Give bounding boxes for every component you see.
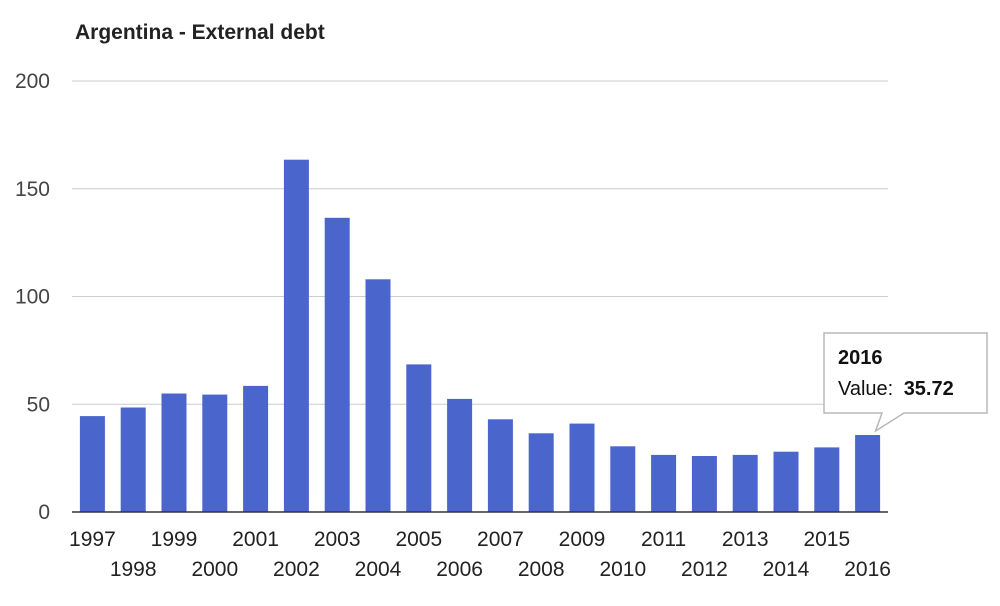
x-tick-label-1997: 1997 xyxy=(69,528,116,551)
y-tick-label: 50 xyxy=(27,393,50,416)
tooltip: 2016 Value: 35.72 xyxy=(823,332,988,433)
bar-2007[interactable] xyxy=(487,419,513,512)
x-tick-label-2013: 2013 xyxy=(722,528,769,551)
bar-2000[interactable] xyxy=(202,394,228,512)
x-tick-label-1998: 1998 xyxy=(110,558,157,581)
tooltip-value-label: Value: xyxy=(838,378,893,400)
bar-2002[interactable] xyxy=(283,159,309,512)
gridlines xyxy=(72,80,888,405)
bar-2010[interactable] xyxy=(610,446,636,512)
bar-2006[interactable] xyxy=(447,398,473,512)
x-tick-label-2003: 2003 xyxy=(314,528,361,551)
x-tick-label-2006: 2006 xyxy=(436,558,483,581)
x-tick-label-2008: 2008 xyxy=(518,558,565,581)
x-tick-label-2012: 2012 xyxy=(681,558,728,581)
x-tick-label-2001: 2001 xyxy=(232,528,279,551)
x-tick-label-2014: 2014 xyxy=(763,558,810,581)
x-tick-label-2000: 2000 xyxy=(191,558,238,581)
bar-2014[interactable] xyxy=(773,451,799,512)
y-tick-label: 150 xyxy=(15,178,50,201)
bars xyxy=(79,159,881,513)
bar-2005[interactable] xyxy=(406,364,432,512)
x-tick-label-2009: 2009 xyxy=(559,528,606,551)
y-tick-label: 200 xyxy=(15,70,50,93)
x-tick-label-2007: 2007 xyxy=(477,528,524,551)
bar-2016[interactable] xyxy=(855,435,881,512)
tooltip-category: 2016 xyxy=(838,347,883,369)
bar-2008[interactable] xyxy=(528,433,554,512)
x-axis-tick-labels: 1997 1998 1999 2000 2001 2002 2003 2004 2005 2006… xyxy=(69,528,891,581)
x-tick-label-1999: 1999 xyxy=(151,528,198,551)
y-axis-tick-labels: 0 50 100 150 200 xyxy=(15,70,50,524)
bar-2012[interactable] xyxy=(691,456,717,512)
x-tick-label-2002: 2002 xyxy=(273,558,320,581)
bar-2009[interactable] xyxy=(569,423,595,512)
x-tick-label-2004: 2004 xyxy=(355,558,402,581)
bar-1998[interactable] xyxy=(120,407,146,513)
tooltip-value: 35.72 xyxy=(904,378,954,400)
tooltip-value-line: Value: 35.72 xyxy=(838,378,954,400)
tooltip-box xyxy=(823,332,988,433)
bar-1997[interactable] xyxy=(79,416,105,512)
x-tick-label-2005: 2005 xyxy=(395,528,442,551)
chart-title: Argentina - External debt xyxy=(75,21,325,44)
x-tick-label-2016: 2016 xyxy=(844,558,891,581)
x-tick-label-2015: 2015 xyxy=(803,528,850,551)
bar-2015[interactable] xyxy=(814,447,840,512)
y-tick-label: 0 xyxy=(38,501,50,524)
bar-2001[interactable] xyxy=(243,385,269,512)
x-tick-label-2011: 2011 xyxy=(641,528,686,551)
bar-2004[interactable] xyxy=(365,279,391,512)
bar-1999[interactable] xyxy=(161,393,187,513)
bar-2003[interactable] xyxy=(324,217,350,513)
y-tick-label: 100 xyxy=(15,286,50,309)
bar-2013[interactable] xyxy=(732,454,758,512)
bar-2011[interactable] xyxy=(651,454,677,512)
x-tick-label-2010: 2010 xyxy=(599,558,646,581)
